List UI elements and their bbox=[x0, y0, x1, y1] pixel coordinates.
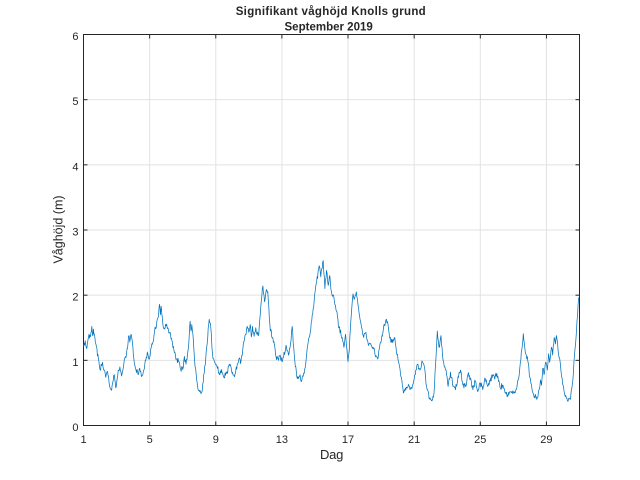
svg-text:29: 29 bbox=[540, 434, 552, 446]
svg-text:6: 6 bbox=[72, 31, 78, 43]
svg-text:21: 21 bbox=[408, 434, 420, 446]
svg-text:4: 4 bbox=[72, 161, 78, 173]
svg-text:9: 9 bbox=[213, 434, 219, 446]
svg-text:1: 1 bbox=[72, 357, 78, 369]
svg-text:0: 0 bbox=[72, 422, 78, 434]
svg-text:3: 3 bbox=[72, 227, 78, 239]
svg-text:September 2019: September 2019 bbox=[285, 21, 373, 33]
svg-text:Signifikant våghöjd Knolls gru: Signifikant våghöjd Knolls grund bbox=[236, 6, 426, 18]
svg-text:17: 17 bbox=[342, 434, 354, 446]
svg-text:Dag: Dag bbox=[320, 447, 343, 462]
svg-text:5: 5 bbox=[147, 434, 153, 446]
svg-text:1: 1 bbox=[80, 434, 86, 446]
svg-text:Våghöjd (m): Våghöjd (m) bbox=[52, 195, 66, 263]
svg-text:13: 13 bbox=[276, 434, 288, 446]
svg-text:25: 25 bbox=[474, 434, 486, 446]
svg-text:2: 2 bbox=[72, 292, 78, 304]
svg-text:5: 5 bbox=[72, 96, 78, 108]
